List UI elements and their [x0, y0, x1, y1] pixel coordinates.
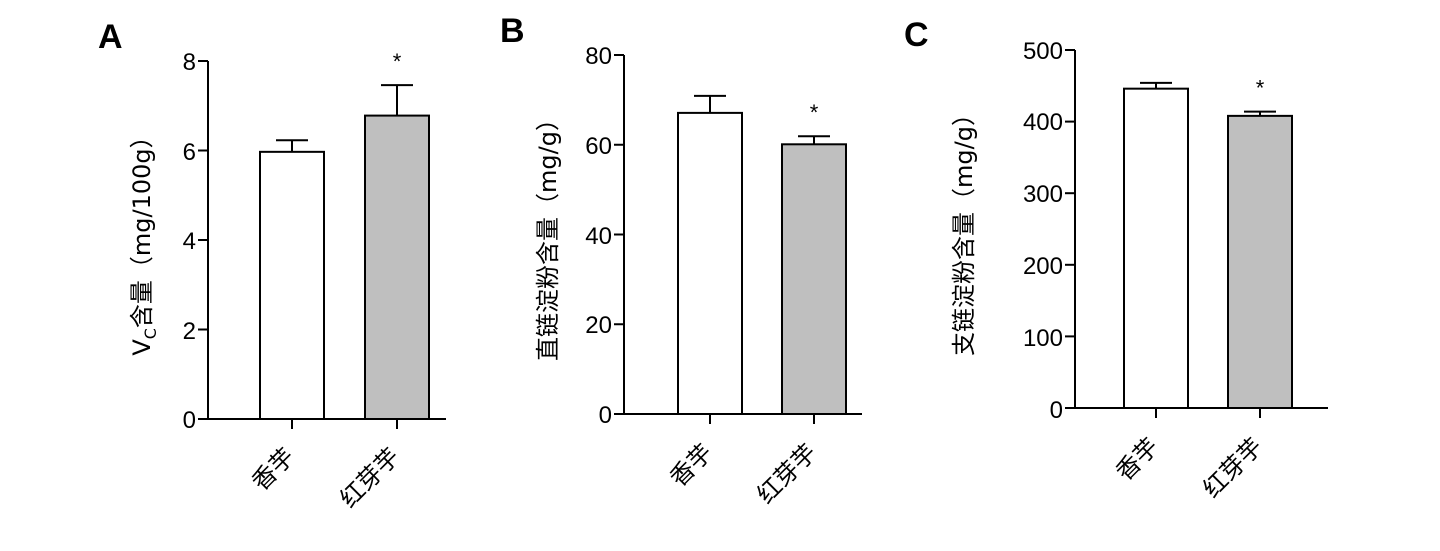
panel-c: C 支链淀粉含量（mg/g） 0 100 200 300 400 500 香芋 … [904, 16, 1328, 503]
bar [259, 150, 325, 420]
bar [677, 111, 743, 415]
y-tick-labels: 0 100 200 300 400 500 [1023, 38, 1063, 424]
bar [1123, 87, 1189, 409]
y-tick-label: 60 [585, 133, 612, 160]
bar [781, 143, 847, 416]
plot-area: * [198, 49, 446, 429]
panel-label: B [500, 12, 525, 50]
panel-label: C [904, 16, 929, 54]
y-tick-label: 200 [1023, 253, 1063, 280]
panel-a: A VC含量（mg/100g） 0 2 4 6 8 香芋 红芽芋 * [98, 18, 446, 513]
y-tick-label: 100 [1023, 325, 1063, 352]
y-tick-label: 0 [1050, 397, 1063, 424]
bar [1227, 114, 1293, 409]
x-category-label: 香芋 [1111, 432, 1165, 486]
y-axis-title: VC含量（mg/100g） [128, 124, 160, 355]
y-tick-label: 400 [1023, 109, 1063, 136]
category-labels: 香芋 红芽芋 [1111, 432, 1269, 503]
y-tick-label: 0 [183, 407, 196, 434]
y-tick-label: 6 [183, 139, 196, 166]
y-tick-label: 20 [585, 312, 612, 339]
y-tick-labels: 0 2 4 6 8 [183, 49, 196, 434]
y-tick-label: 0 [599, 402, 612, 429]
bar [364, 114, 430, 420]
significance-marker: * [1256, 76, 1265, 101]
significance-marker: * [810, 100, 819, 125]
y-tick-label: 2 [183, 318, 196, 345]
plot-area: * [1065, 49, 1328, 418]
y-axis-title: 直链淀粉含量（mg/g） [534, 107, 562, 361]
category-labels: 香芋 红芽芋 [665, 438, 823, 509]
y-tick-label: 80 [585, 43, 612, 70]
x-category-label: 红芽芋 [335, 442, 406, 513]
y-axis-title: 支链淀粉含量（mg/g） [950, 102, 978, 356]
category-labels: 香芋 红芽芋 [247, 442, 406, 513]
y-tick-labels: 0 20 40 60 80 [585, 43, 612, 429]
y-tick-label: 8 [183, 49, 196, 76]
significance-marker: * [393, 49, 402, 74]
y-tick-label: 40 [585, 223, 612, 250]
x-category-label: 红芽芋 [752, 438, 823, 509]
y-tick-label: 4 [183, 228, 196, 255]
x-category-label: 香芋 [247, 442, 301, 496]
plot-area: * [614, 54, 862, 424]
panel-b: B 直链淀粉含量（mg/g） 0 20 40 60 80 香芋 红芽芋 * [500, 12, 862, 509]
panel-label: A [98, 18, 123, 56]
x-category-label: 香芋 [665, 438, 719, 492]
y-tick-label: 500 [1023, 38, 1063, 65]
x-category-label: 红芽芋 [1198, 432, 1269, 503]
y-tick-label: 300 [1023, 181, 1063, 208]
